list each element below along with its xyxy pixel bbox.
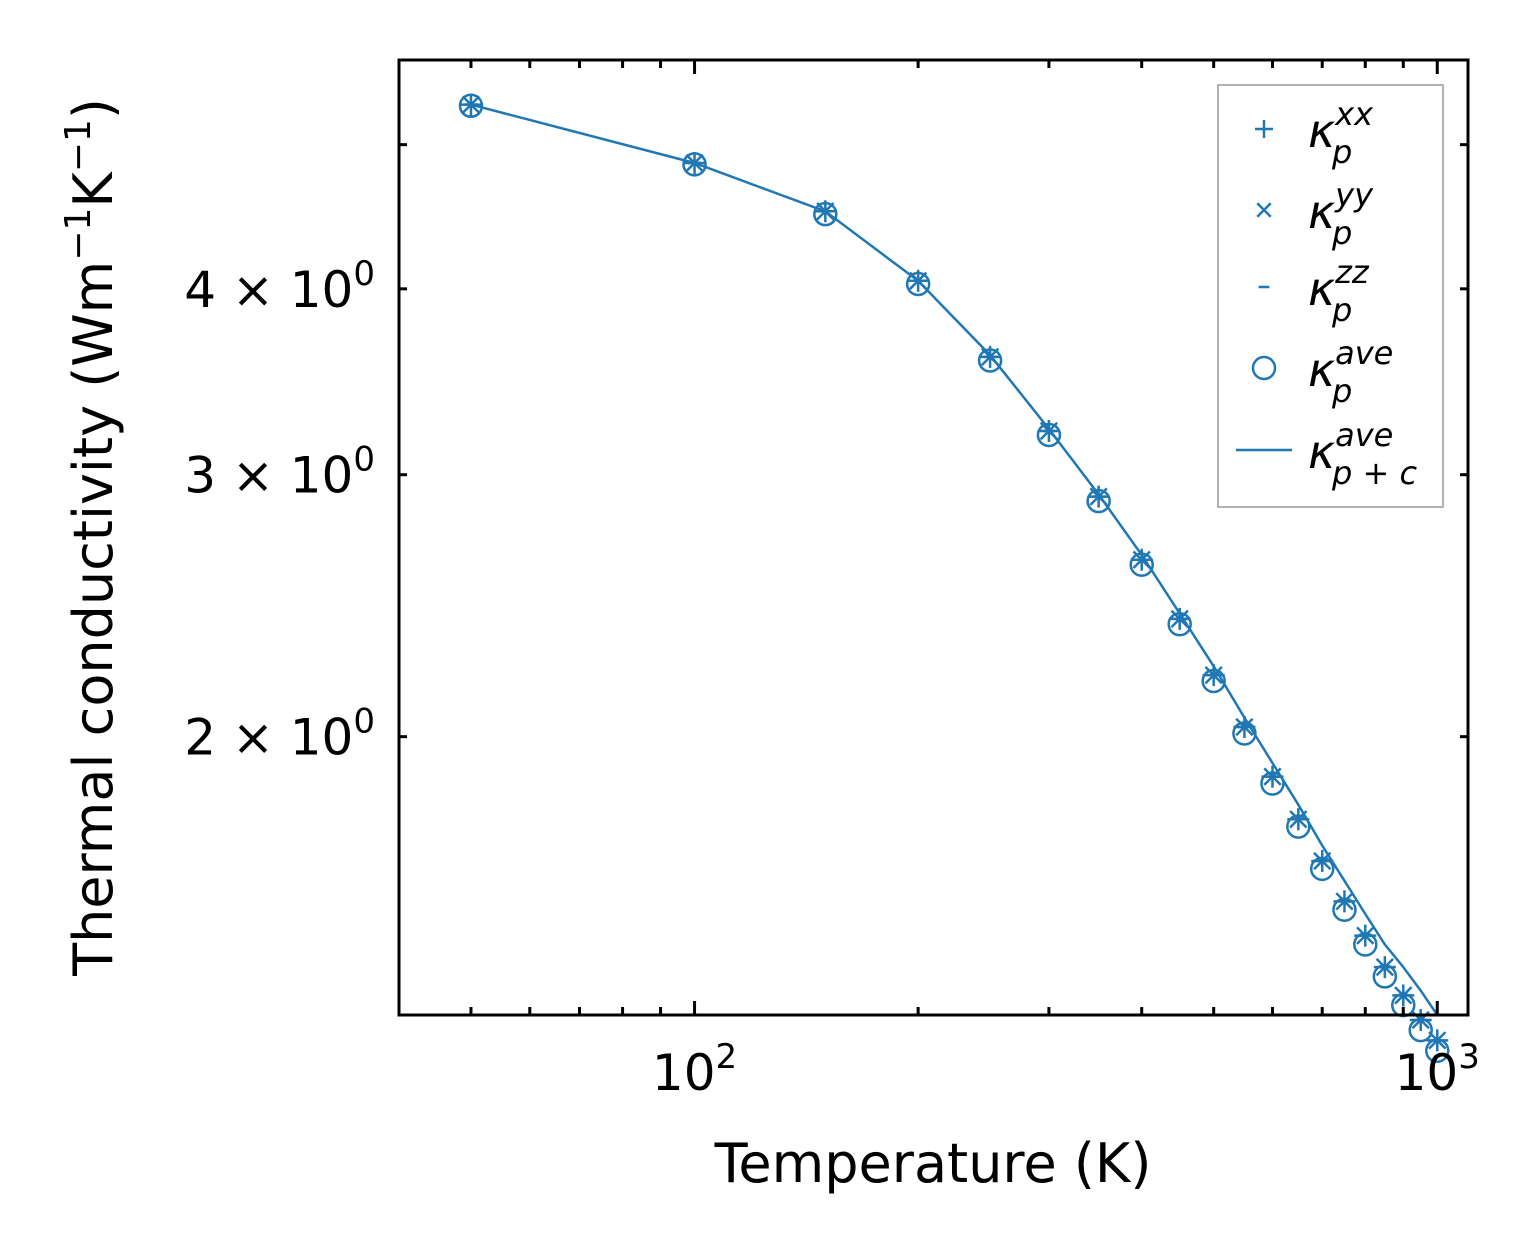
y-tick-label: 2 × 100 — [184, 702, 375, 767]
data-point-circle-18 — [1408, 1017, 1433, 1043]
y-tick-exponent: 0 — [353, 440, 375, 480]
data-point-circle-7 — [1129, 552, 1154, 577]
y-tick-exponent: 0 — [353, 702, 375, 742]
data-point-circle-19 — [1425, 1038, 1450, 1064]
y-axis-label-exp1: −1 — [58, 208, 99, 261]
y-tick-label: 3 × 100 — [184, 440, 375, 505]
data-point-circle-6 — [1086, 488, 1111, 514]
legend-label-sub: p — [1331, 372, 1352, 410]
x-tick-label: 102 — [652, 1037, 737, 1102]
data-point-circle-16 — [1372, 964, 1398, 989]
y-axis-label-exp2: −1 — [58, 119, 99, 172]
data-point-circle-11 — [1260, 771, 1285, 796]
data-point-circle-8 — [1167, 612, 1192, 637]
legend-marker-plus — [1255, 120, 1273, 138]
legend-label-sup: yy — [1334, 176, 1374, 214]
y-axis-label-part: K — [62, 171, 125, 208]
legend-label-sup: zz — [1334, 253, 1370, 291]
x-axis-label: Temperature (K) — [714, 1132, 1152, 1195]
y-axis-label: Thermal conductivity (Wm−1K−1) — [58, 98, 125, 977]
data-point-circle-2 — [813, 201, 838, 227]
data-point-circle-3 — [905, 271, 931, 297]
legend-label: κyy p — [1308, 176, 1374, 252]
data-point-circle-14 — [1332, 897, 1357, 922]
legend-label: κxx p — [1308, 95, 1374, 171]
data-point-circle-13 — [1309, 856, 1335, 882]
legend-label-sub: p — [1331, 214, 1352, 252]
legend-marker-circle — [1251, 355, 1277, 381]
data-point-circle-15 — [1353, 932, 1378, 957]
legend-label-sup: ave — [1335, 416, 1393, 454]
data-point-circle-1 — [682, 152, 707, 177]
legend-label: κave p + c — [1308, 416, 1417, 492]
legend-box — [1217, 84, 1444, 508]
plot-frame — [397, 58, 1470, 1017]
legend-label-sub: p — [1331, 291, 1352, 329]
legend-label-sub: p + c — [1331, 454, 1417, 492]
x-tick-label: 103 — [1395, 1037, 1480, 1102]
x-tick-exponent: 2 — [716, 1037, 738, 1077]
x-tick-exponent: 3 — [1458, 1037, 1480, 1077]
data-point-circle-0 — [458, 93, 484, 119]
data-point-circle-10 — [1232, 721, 1257, 746]
legend-label: κzz p — [1308, 253, 1370, 329]
legend-label-sub: p — [1331, 133, 1352, 171]
y-axis-label-part: ) — [62, 98, 125, 119]
data-point-circle-12 — [1286, 814, 1311, 839]
series-line-4 — [470, 103, 1439, 1016]
plot-marks — [458, 93, 1450, 1064]
data-point-circle-9 — [1201, 668, 1226, 694]
axis-ticks: 102 103 2 × 100 3 × 100 4 × 100 — [184, 60, 1480, 1102]
data-point-circle-4 — [977, 348, 1003, 373]
y-tick-exponent: 0 — [353, 254, 375, 294]
legend-label-sup: xx — [1334, 95, 1374, 133]
legend-label: κave p — [1308, 334, 1393, 410]
y-axis-label-part: Thermal conductivity (Wm — [62, 261, 125, 977]
y-tick-label: 4 × 100 — [184, 254, 375, 319]
legend-label-sup: ave — [1335, 334, 1393, 372]
data-point-circle-5 — [1036, 422, 1062, 448]
legend-marker-x — [1256, 202, 1272, 218]
